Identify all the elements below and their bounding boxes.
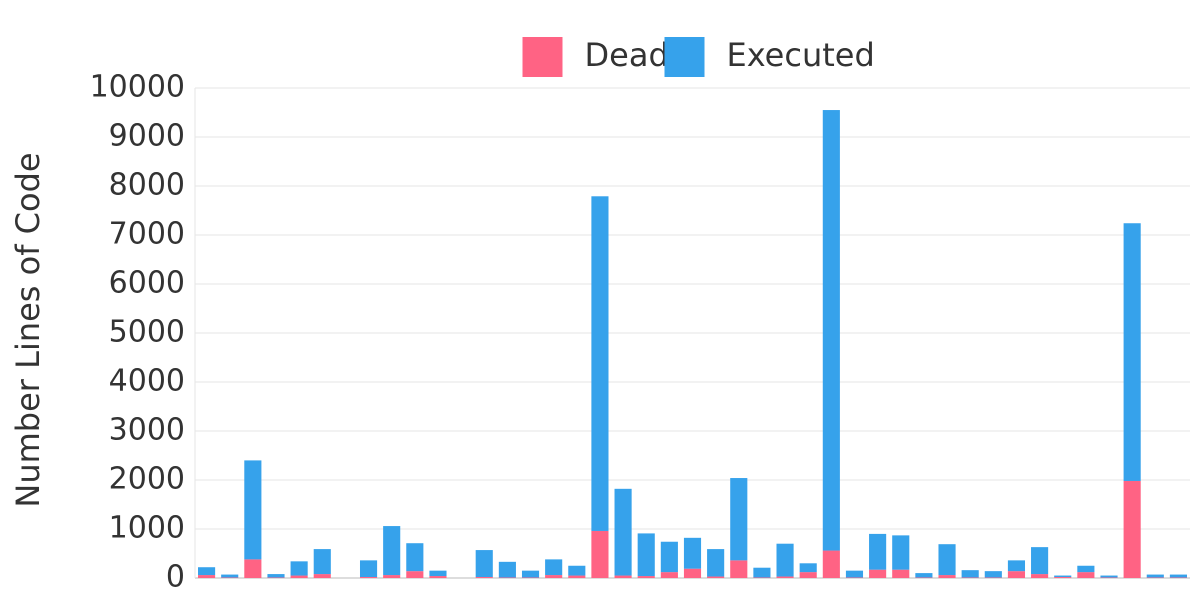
bar-segment [660,572,678,578]
bar-segment [892,535,910,570]
bar-segment [383,526,401,576]
bar-segment [614,575,632,578]
bar-segment [1054,577,1072,578]
y-axis-label: Number Lines of Code [9,152,47,507]
bar-segment [822,550,840,578]
bar-segment [730,478,748,561]
bar-segment [591,530,609,578]
bar-segment [383,575,401,578]
bar-segment [313,549,331,575]
y-tick-label: 9000 [109,119,185,154]
bar-segment [869,569,887,578]
bar-segment [660,541,678,573]
bar-segment [290,575,308,578]
bar-segment [568,575,586,578]
bar-segment [1100,575,1118,578]
bar-segment [776,543,794,577]
bar-segment [683,537,702,569]
y-tick-label: 8000 [109,168,185,203]
bar-segment [845,570,864,578]
bar-segment [1031,574,1049,578]
bar-segment [822,110,840,551]
bar-segment [892,569,910,578]
bar-segment [359,560,378,578]
bar-segment [869,533,887,570]
bar-segment [707,576,725,578]
bar-segment [1054,575,1072,578]
y-tick-label: 3000 [109,413,185,448]
bar-segment [244,460,262,560]
bar-segment [221,574,239,578]
legend-label: Dead [585,36,669,74]
bar-segment [1077,572,1095,578]
bar-segment [429,576,447,578]
bar-segment [429,570,447,577]
bar-segment [1123,223,1141,481]
y-tick-label: 0 [166,560,185,595]
bar-segment [1007,571,1026,578]
bar-segment [498,561,516,578]
bar-segment [568,565,586,576]
bar-segment [683,568,702,578]
bar-segment [753,567,771,578]
bar-segment [776,576,794,578]
bar-segment [1169,574,1187,578]
bar-segment [637,576,655,578]
y-tick-label: 5000 [109,315,185,350]
bar-segment [475,550,493,578]
bar-segment [799,563,817,573]
bar-segment [637,533,655,577]
bar-segment [406,571,424,578]
bar-segment [984,571,1002,578]
bar-segment [290,561,308,576]
bar-segment [359,577,378,578]
y-tick-label: 4000 [109,364,185,399]
bar-segment [730,560,748,578]
bar-segment [961,570,979,578]
bar-segment [614,488,632,576]
bar-segment [1077,565,1095,573]
bar-segment [267,574,285,578]
y-tick-label: 2000 [109,462,185,497]
bar-segment [545,575,563,578]
bar-segment [244,559,262,578]
bar-segment [938,544,956,576]
bar-segment [1007,560,1026,572]
y-tick-label: 1000 [109,511,185,546]
bar-segment [707,549,725,577]
bar-segment [475,577,493,578]
bar-segment [1146,574,1164,578]
legend-label: Executed [727,36,875,74]
y-tick-label: 6000 [109,266,185,301]
bar-segment [545,559,563,576]
legend-swatch [522,37,563,77]
bar-segment [938,575,956,578]
bar-segment [1031,547,1049,575]
bar-segment [198,575,216,578]
y-tick-label: 10000 [90,70,185,105]
bar-segment [1123,480,1141,578]
legend-swatch [664,37,705,77]
bar-segment [799,572,817,578]
bar-segment [521,570,540,578]
bar-segment [313,574,331,578]
bar-segment [591,196,609,531]
bar-segment [198,567,216,576]
bar-segment [406,543,424,572]
y-tick-label: 7000 [109,217,185,252]
bar-segment [915,573,933,578]
